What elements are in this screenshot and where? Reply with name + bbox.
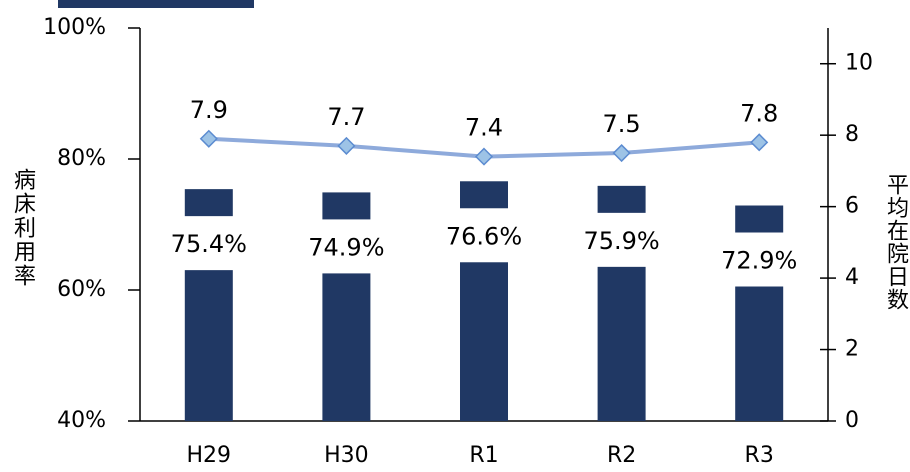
bar-value-label: 72.9% bbox=[721, 247, 797, 275]
y2-tick-label: 4 bbox=[845, 265, 859, 290]
label-box bbox=[156, 216, 261, 271]
line-value-label: 7.7 bbox=[327, 103, 365, 131]
label-box bbox=[569, 212, 674, 267]
y-axis-title: 病床利用率 bbox=[10, 168, 36, 288]
title-bar bbox=[58, 0, 254, 8]
y2-tick-label: 0 bbox=[845, 408, 859, 433]
x-tick-label: R1 bbox=[469, 443, 498, 468]
bar-value-label: 75.4% bbox=[171, 230, 247, 258]
y-tick-label: 100% bbox=[43, 15, 106, 40]
y2-tick-label: 2 bbox=[845, 337, 859, 362]
y2-tick-label: 10 bbox=[845, 51, 873, 76]
x-tick-label: R2 bbox=[607, 443, 636, 468]
line-marker bbox=[199, 129, 218, 148]
x-tick-label: R3 bbox=[745, 443, 774, 468]
bar-value-label: 75.9% bbox=[583, 227, 659, 255]
line-marker bbox=[474, 147, 494, 166]
x-tick-label: H30 bbox=[324, 443, 369, 468]
label-box bbox=[294, 219, 399, 274]
line-marker bbox=[337, 136, 356, 155]
line-marker bbox=[612, 143, 631, 163]
y2-tick-label: 8 bbox=[845, 122, 859, 147]
y-tick-label: 80% bbox=[57, 146, 106, 171]
y-tick-label: 40% bbox=[57, 408, 106, 433]
line-value-label: 7.5 bbox=[603, 110, 641, 138]
y2-tick-label: 6 bbox=[845, 194, 859, 219]
y-tick-label: 60% bbox=[57, 277, 106, 302]
line-value-label: 7.9 bbox=[190, 96, 228, 124]
line-marker bbox=[750, 133, 769, 152]
line-value-label: 7.4 bbox=[465, 114, 503, 142]
label-box bbox=[707, 232, 812, 287]
label-box bbox=[432, 208, 536, 263]
x-tick-label: H29 bbox=[187, 443, 232, 468]
line-value-label: 7.8 bbox=[740, 99, 778, 127]
bar-value-label: 74.9% bbox=[308, 233, 384, 261]
y2-axis-title: 平均在院日数 bbox=[883, 173, 909, 311]
bar-value-label: 76.6% bbox=[446, 222, 522, 250]
